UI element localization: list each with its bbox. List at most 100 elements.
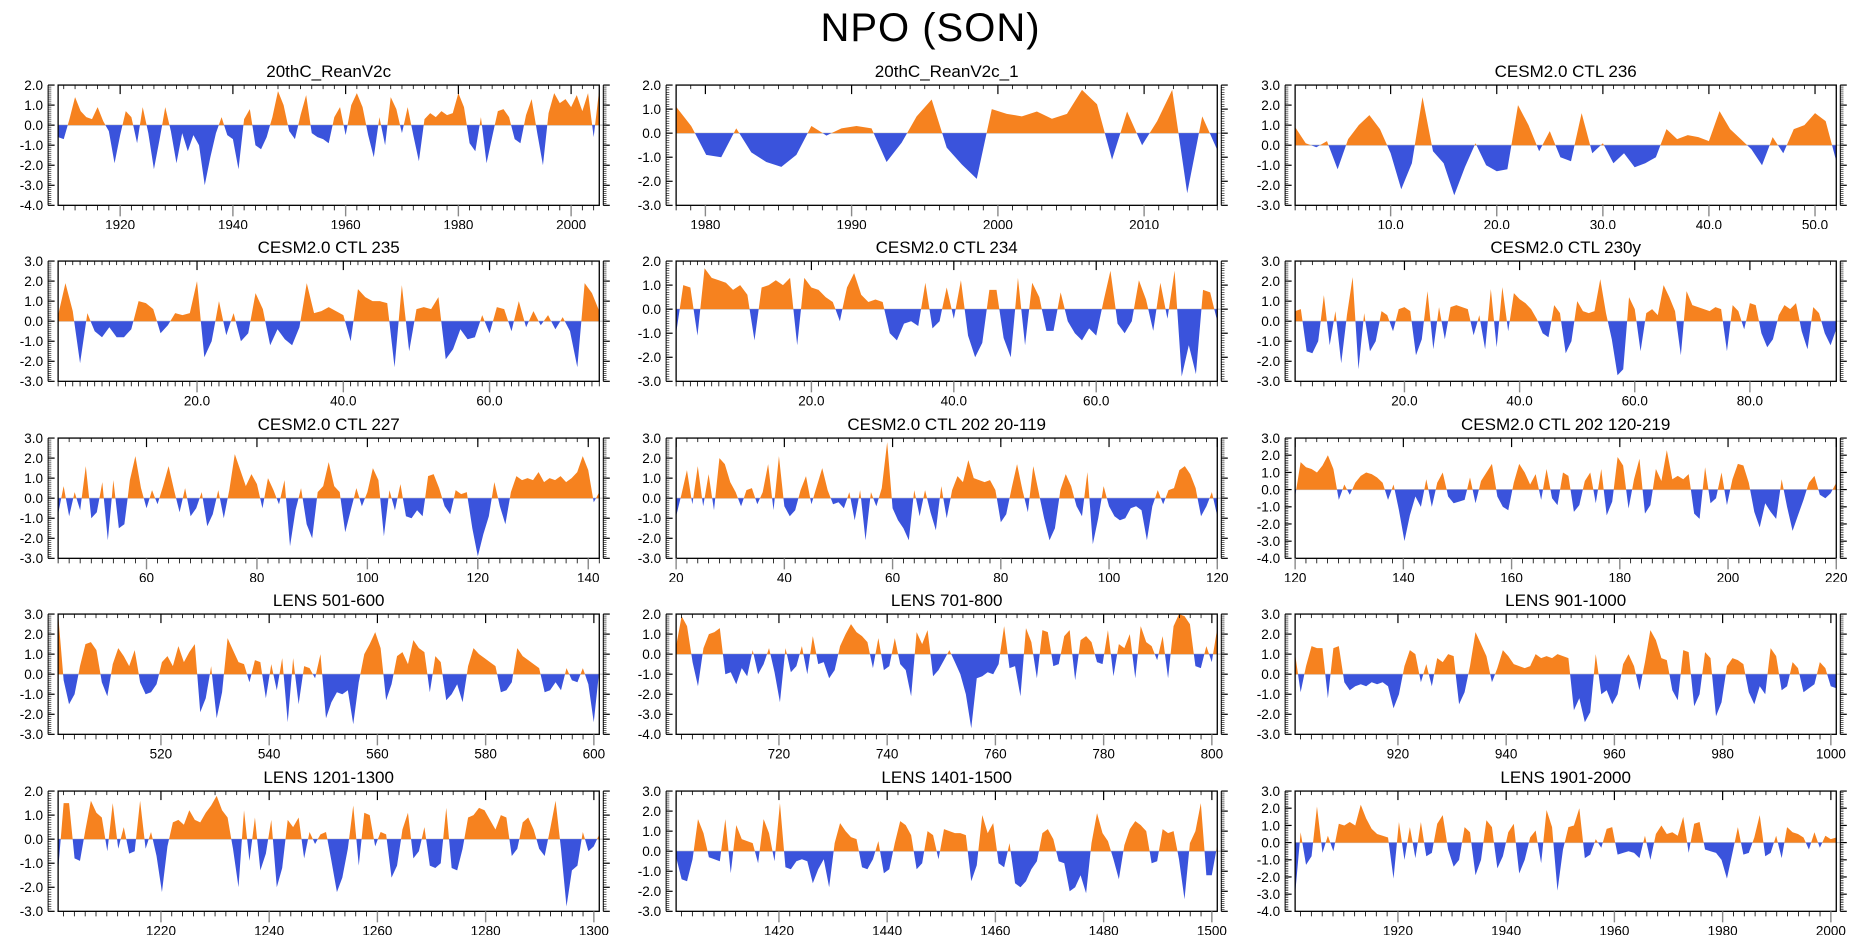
positive-area — [1294, 277, 1836, 322]
y-tick-label: 0.0 — [643, 647, 662, 662]
negative-area — [676, 850, 1218, 899]
panel-title: LENS 501-600 — [273, 591, 385, 610]
chart-cell: 1920 1940 1960 1980 2000 3.0 2.0 1.0 0.0 -1.0 -2.0… — [1241, 759, 1857, 935]
positive-area — [1294, 449, 1836, 490]
y-tick-label: -1.0 — [20, 687, 43, 702]
y-tick-label: 2.0 — [24, 783, 43, 798]
x-tick-label: 920 — [1386, 747, 1409, 759]
x-tick-label: 520 — [150, 747, 173, 759]
negative-area — [58, 497, 600, 557]
y-tick-label: -1.0 — [638, 150, 661, 165]
plot-frame — [57, 84, 600, 206]
y-tick-label: -2.0 — [638, 350, 661, 365]
x-tick-label: 40.0 — [1506, 394, 1532, 406]
plot-frame — [675, 613, 1219, 736]
x-tick-label: 1920 — [1383, 923, 1413, 935]
panel-title: LENS 1201-1300 — [263, 768, 394, 787]
y-tick-label: 2.0 — [1261, 98, 1280, 113]
plot-frame — [1294, 613, 1837, 736]
chart-panel: 20.0 40.0 60.0 3.0 2.0 1.0 0.0 -1.0 -2.0 -3.0 CESM… — [20, 238, 610, 406]
y-tick-label: -2.0 — [638, 884, 661, 899]
negative-area — [1294, 321, 1836, 376]
positive-area — [58, 89, 600, 126]
y-tick-label: -3.0 — [1256, 534, 1279, 549]
x-tick-label: 30.0 — [1589, 217, 1615, 229]
y-tick-label: 3.0 — [1261, 607, 1280, 622]
y-tick-label: 1.0 — [643, 102, 662, 117]
plot-frame — [675, 84, 1219, 206]
x-tick-label: 140 — [1392, 570, 1415, 582]
plot-frame — [675, 789, 1219, 912]
y-tick-label: -2.0 — [638, 687, 661, 702]
y-tick-label: -2.0 — [638, 531, 661, 546]
chart-cell: 520 540 560 580 600 3.0 2.0 1.0 0.0 -1.0 -2.0 -3.0 L… — [4, 582, 620, 759]
x-tick-label: 760 — [984, 747, 1007, 759]
panel-title: LENS 901-1000 — [1505, 591, 1626, 610]
x-tick-label: 40.0 — [1695, 217, 1721, 229]
negative-area — [58, 125, 600, 186]
x-tick-label: 1460 — [981, 923, 1011, 935]
y-tick-label: -1.0 — [638, 864, 661, 879]
panel-title: 20thC_ReanV2c — [266, 62, 391, 81]
panel-title: CESM2.0 CTL 235 — [258, 238, 400, 257]
positive-area — [1294, 97, 1836, 146]
y-tick-label: 0.0 — [1261, 138, 1280, 153]
x-tick-label: 10.0 — [1377, 217, 1403, 229]
x-tick-label: 1280 — [471, 923, 501, 935]
x-tick-label: 1940 — [218, 217, 248, 229]
panel-title: LENS 1901-2000 — [1500, 768, 1631, 787]
y-tick-label: 2.0 — [643, 803, 662, 818]
x-tick-label: 780 — [1093, 747, 1116, 759]
y-tick-label: 0.0 — [643, 491, 662, 506]
chart-panel: 1420 1440 1460 1480 1500 3.0 2.0 1.0 0.0 -1.0 -2.0… — [638, 768, 1229, 935]
x-tick-label: 1980 — [443, 217, 473, 229]
y-tick-label: -2.0 — [20, 158, 43, 173]
x-tick-label: 20.0 — [184, 394, 210, 406]
negative-area — [58, 321, 600, 368]
negative-area — [58, 674, 600, 725]
y-tick-label: -1.0 — [1256, 687, 1279, 702]
negative-area — [676, 497, 1218, 545]
y-tick-label: 0.0 — [24, 118, 43, 133]
x-tick-label: 1980 — [1707, 923, 1737, 935]
y-tick-label: -3.0 — [20, 904, 43, 919]
chart-cell: 1980 1990 2000 2010 2.0 1.0 0.0 -1.0 -2.0 -3.0 20t… — [622, 53, 1238, 229]
x-tick-label: 1920 — [105, 217, 135, 229]
x-tick-label: 60 — [885, 570, 900, 582]
chart-cell: 120 140 160 180 200 220 3.0 2.0 1.0 0.0 -1.0 -2.0 -3… — [1241, 406, 1857, 582]
x-tick-label: 1980 — [691, 217, 721, 229]
y-tick-label: 1.0 — [643, 278, 662, 293]
y-tick-label: -3.0 — [1256, 375, 1279, 390]
y-tick-label: 2.0 — [1261, 448, 1280, 463]
panel-title: LENS 1401-1500 — [882, 768, 1013, 787]
negative-area — [1294, 674, 1836, 723]
x-tick-label: 140 — [577, 570, 600, 582]
positive-area — [58, 453, 600, 498]
negative-area — [1294, 842, 1836, 894]
y-tick-label: 3.0 — [24, 607, 43, 622]
negative-area — [1294, 489, 1836, 541]
x-tick-label: 60.0 — [1083, 394, 1109, 406]
y-tick-label: 0.0 — [1261, 667, 1280, 682]
chart-cell: 1920 1940 1960 1980 2000 2.0 1.0 0.0 -1.0 -2.0 -3.… — [4, 53, 620, 229]
y-tick-label: -2.0 — [1256, 869, 1279, 884]
y-tick-label: -3.0 — [1256, 886, 1279, 901]
y-tick-label: 2.0 — [643, 78, 662, 93]
y-tick-label: -1.0 — [20, 511, 43, 526]
y-tick-label: -3.0 — [20, 551, 43, 566]
chart-panel: 1220 1240 1260 1280 1300 2.0 1.0 0.0 -1.0 -2.0 -3.… — [20, 768, 610, 935]
y-tick-label: 1.0 — [1261, 818, 1280, 833]
x-tick-label: 1960 — [1599, 923, 1629, 935]
positive-area — [58, 795, 600, 839]
x-tick-label: 50.0 — [1802, 217, 1828, 229]
y-tick-label: 0.0 — [1261, 482, 1280, 497]
y-tick-label: 1.0 — [643, 471, 662, 486]
y-tick-label: 1.0 — [643, 823, 662, 838]
x-tick-label: 800 — [1201, 747, 1224, 759]
y-tick-label: 1.0 — [1261, 647, 1280, 662]
x-tick-label: 1440 — [872, 923, 902, 935]
x-tick-label: 120 — [1283, 570, 1306, 582]
plot-frame — [57, 437, 600, 559]
positive-area — [676, 802, 1218, 851]
panel-title: CESM2.0 CTL 230y — [1490, 238, 1641, 257]
